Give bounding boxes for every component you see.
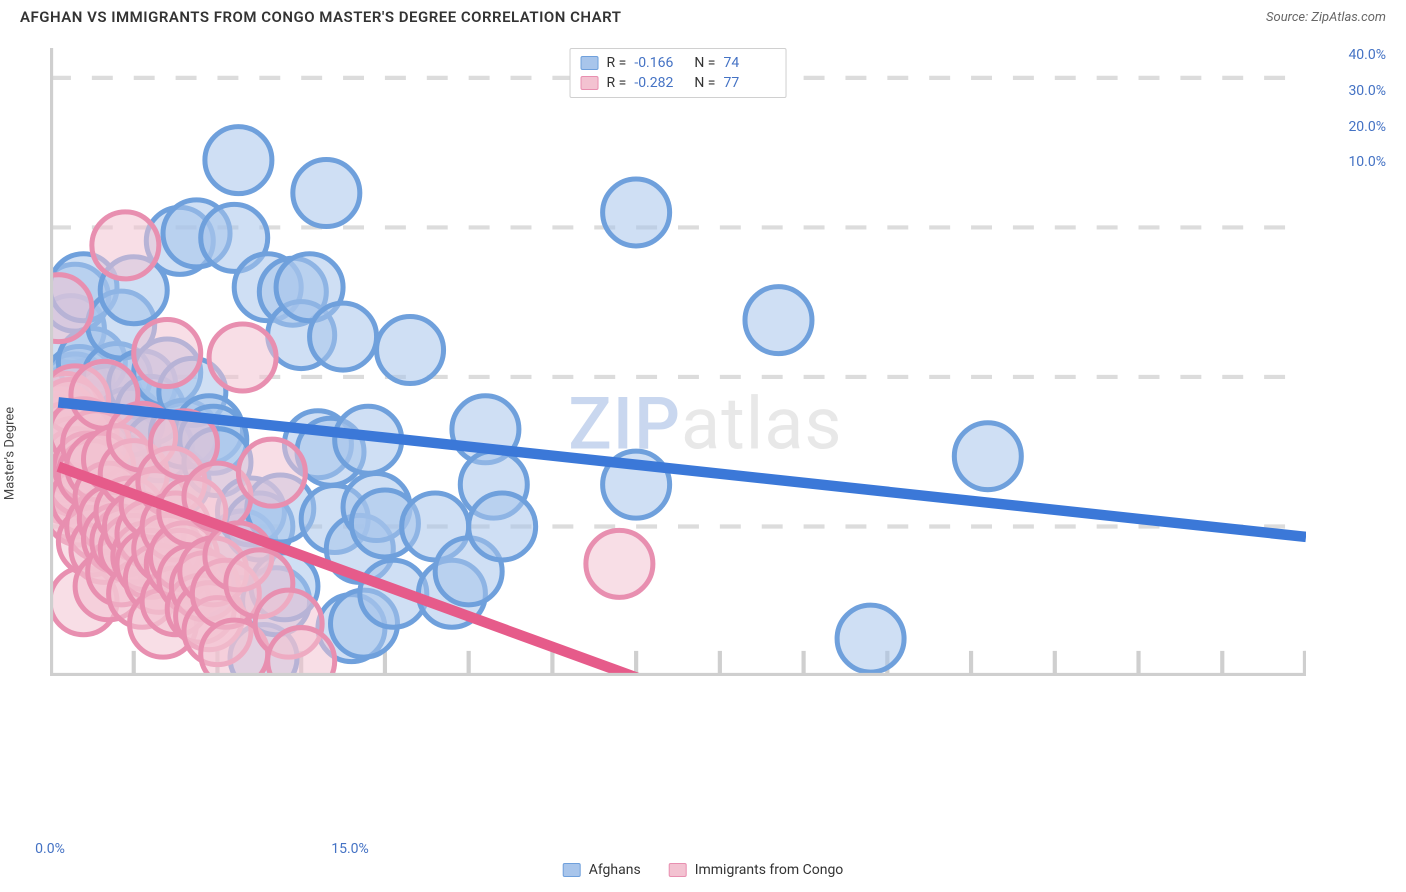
r-label: R = <box>607 55 627 71</box>
r-value: -0.282 <box>634 75 686 91</box>
legend-label: Afghans <box>589 862 641 878</box>
legend-swatch-icon <box>563 863 581 877</box>
y-tick-label: 30.0% <box>1348 83 1386 99</box>
legend-swatch-icon <box>669 863 687 877</box>
legend-stat-row: R = -0.166 N = 74 <box>581 53 776 73</box>
legend-stat-row: R = -0.282 N = 77 <box>581 73 776 93</box>
chart-area: R = -0.166N = 74R = -0.282N = 77 ZIPatla… <box>50 48 1306 832</box>
correlation-legend: R = -0.166 N = 74 R = -0.282 N = 77 <box>570 48 787 98</box>
chart-title: AFGHAN VS IMMIGRANTS FROM CONGO MASTER'S… <box>20 8 621 26</box>
x-tick-label: 15.0% <box>331 841 369 857</box>
y-tick-label: 40.0% <box>1348 47 1386 63</box>
legend-swatch-icon <box>581 56 599 70</box>
r-label: R = <box>607 75 627 91</box>
legend-label: Immigrants from Congo <box>695 862 844 878</box>
legend-item: Immigrants from Congo <box>669 862 844 878</box>
x-tick-label: 0.0% <box>35 841 65 857</box>
legend-swatch-icon <box>581 76 599 90</box>
r-value: -0.166 <box>634 55 686 71</box>
legend-item: Afghans <box>563 862 641 878</box>
n-value: 74 <box>723 55 775 71</box>
y-tick-label: 20.0% <box>1348 119 1386 135</box>
n-label: N = <box>694 55 715 71</box>
n-label: N = <box>694 75 715 91</box>
source-credit: Source: ZipAtlas.com <box>1266 10 1386 25</box>
series-legend: Afghans Immigrants from Congo <box>563 862 844 878</box>
scatter-plot-svg <box>50 48 1306 676</box>
y-axis-label: Master's Degree <box>3 407 18 500</box>
y-tick-label: 10.0% <box>1348 154 1386 170</box>
n-value: 77 <box>723 75 775 91</box>
